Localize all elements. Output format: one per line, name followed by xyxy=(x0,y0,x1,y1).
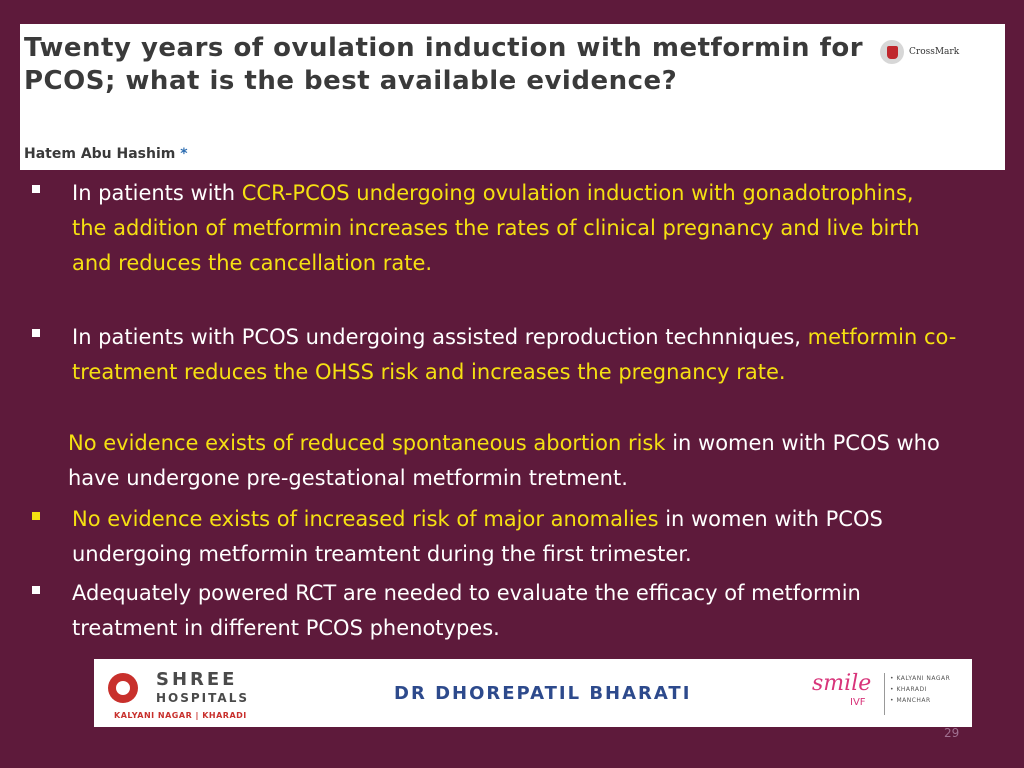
author-name: Hatem Abu Hashim xyxy=(24,146,176,162)
article-title: Twenty years of ovulation induction with… xyxy=(24,33,864,96)
bullet-item-1: In patients with CCR-PCOS undergoing ovu… xyxy=(72,181,920,275)
crossmark-badge: CrossMark xyxy=(880,40,959,64)
smile-ivf-label: IVF xyxy=(850,697,866,708)
smile-locations: • KALYANI NAGAR • KHARADI • MANCHAR xyxy=(890,675,951,704)
shree-logo-icon xyxy=(108,673,138,703)
crossmark-icon xyxy=(880,40,904,64)
bullet-item-5: Adequately powered RCT are needed to eva… xyxy=(72,581,861,640)
smile-brand: smile xyxy=(812,671,872,696)
bullet-item-3: No evidence exists of reduced spontaneou… xyxy=(68,431,940,490)
smile-ivf-logo: smile IVF • KALYANI NAGAR • KHARADI • MA… xyxy=(810,667,970,723)
bullet-item-4: No evidence exists of increased risk of … xyxy=(72,507,883,566)
bullet-marker-icon xyxy=(32,512,40,520)
doctor-name: DR DHOREPATIL BHARATI xyxy=(394,683,692,704)
bullet-marker-icon xyxy=(32,185,40,193)
bullet-item-2: In patients with PCOS undergoing assiste… xyxy=(72,325,957,384)
crossmark-label: CrossMark xyxy=(909,47,960,57)
bullet-marker-icon xyxy=(32,586,40,594)
shree-sub: HOSPITALS xyxy=(156,691,249,705)
smile-divider xyxy=(884,673,885,715)
shree-name: SHREE xyxy=(156,669,238,690)
bullet-marker-icon xyxy=(32,329,40,337)
shree-hospitals-logo: SHREE HOSPITALS KALYANI NAGAR | KHARADI xyxy=(104,667,264,721)
author-mark: * xyxy=(180,146,188,162)
article-header-image: Twenty years of ovulation induction with… xyxy=(20,24,1005,170)
article-author: Hatem Abu Hashim * xyxy=(24,146,188,162)
page-number: 29 xyxy=(944,726,960,740)
shree-locations: KALYANI NAGAR | KHARADI xyxy=(114,711,247,720)
footer-banner: SHREE HOSPITALS KALYANI NAGAR | KHARADI … xyxy=(94,659,972,727)
